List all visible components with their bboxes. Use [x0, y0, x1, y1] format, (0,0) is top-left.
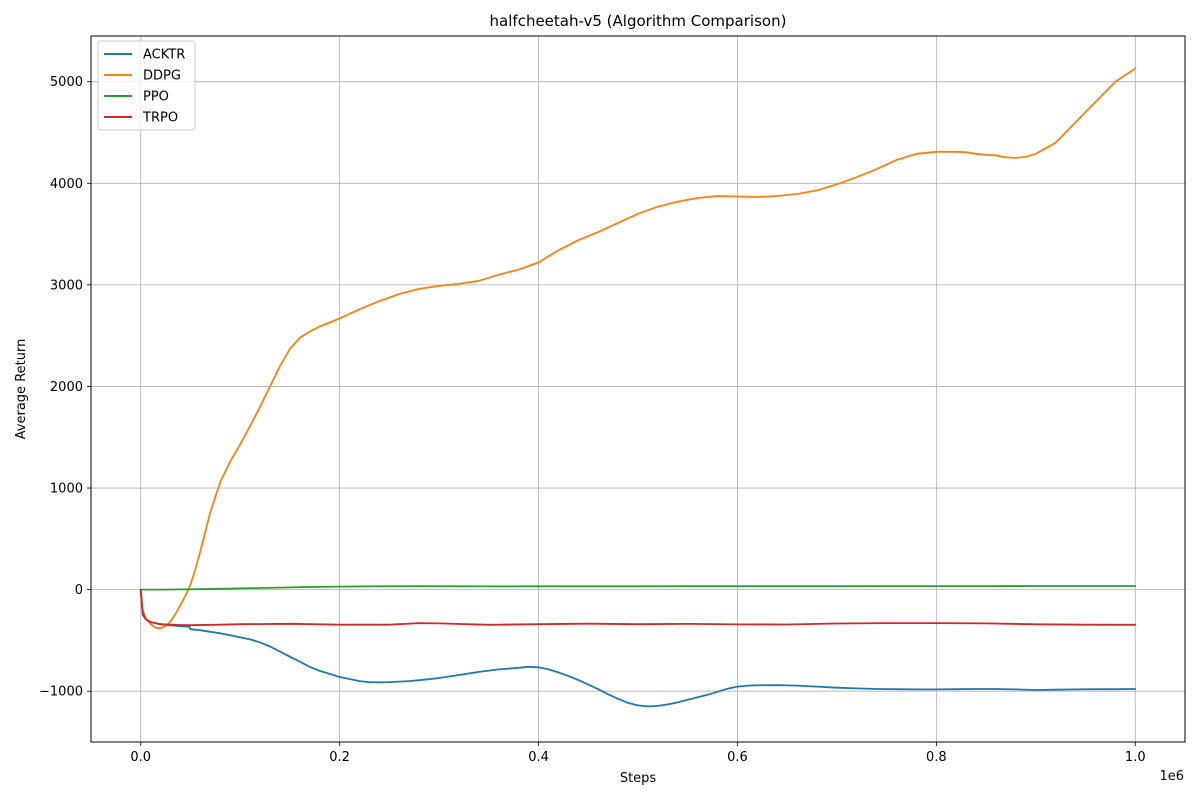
- y-tick-label: 0: [75, 583, 83, 598]
- plot-frame: [90, 35, 1186, 743]
- series-line-trpo: [139, 588, 1137, 627]
- chart-title: halfcheetah-v5 (Algorithm Comparison): [490, 12, 787, 30]
- axis-ticks: 0.0 0.2 0.4 0.6 0.8 1.0 −1000 0 1000 2000 3000 4000…: [39, 75, 1146, 765]
- plot-lines: [139, 67, 1137, 708]
- y-axis-label: Average Return: [14, 339, 29, 440]
- y-tick-label: −1000: [39, 685, 83, 700]
- legend-label-acktr: ACKTR: [143, 48, 185, 63]
- legend-label-ppo: PPO: [143, 90, 169, 105]
- legend-label-trpo: TRPO: [142, 111, 178, 126]
- x-tick-label: 0.6: [727, 750, 748, 765]
- y-tick-label: 4000: [50, 177, 83, 192]
- y-tick-label: 3000: [50, 278, 83, 293]
- series-line-ddpg: [139, 67, 1137, 630]
- legend-box: [97, 40, 196, 131]
- x-tick-label: 0.4: [528, 750, 549, 765]
- series-line-ppo: [139, 585, 1137, 591]
- y-tick-label: 5000: [50, 75, 83, 90]
- x-tick-label: 1.0: [1125, 750, 1146, 765]
- series-line-acktr: [139, 588, 1137, 708]
- x-axis-offset-label: 1e6: [1159, 769, 1184, 784]
- y-tick-label: 1000: [50, 482, 83, 497]
- x-tick-label: 0.8: [926, 750, 947, 765]
- x-tick-label: 0.2: [329, 750, 350, 765]
- legend-label-ddpg: DDPG: [143, 69, 181, 84]
- legend: ACKTR DDPG PPO TRPO: [97, 40, 196, 131]
- x-tick-label: 0.0: [130, 750, 151, 765]
- y-tick-label: 2000: [50, 380, 83, 395]
- grid: [91, 36, 1185, 742]
- x-axis-label: Steps: [620, 771, 657, 786]
